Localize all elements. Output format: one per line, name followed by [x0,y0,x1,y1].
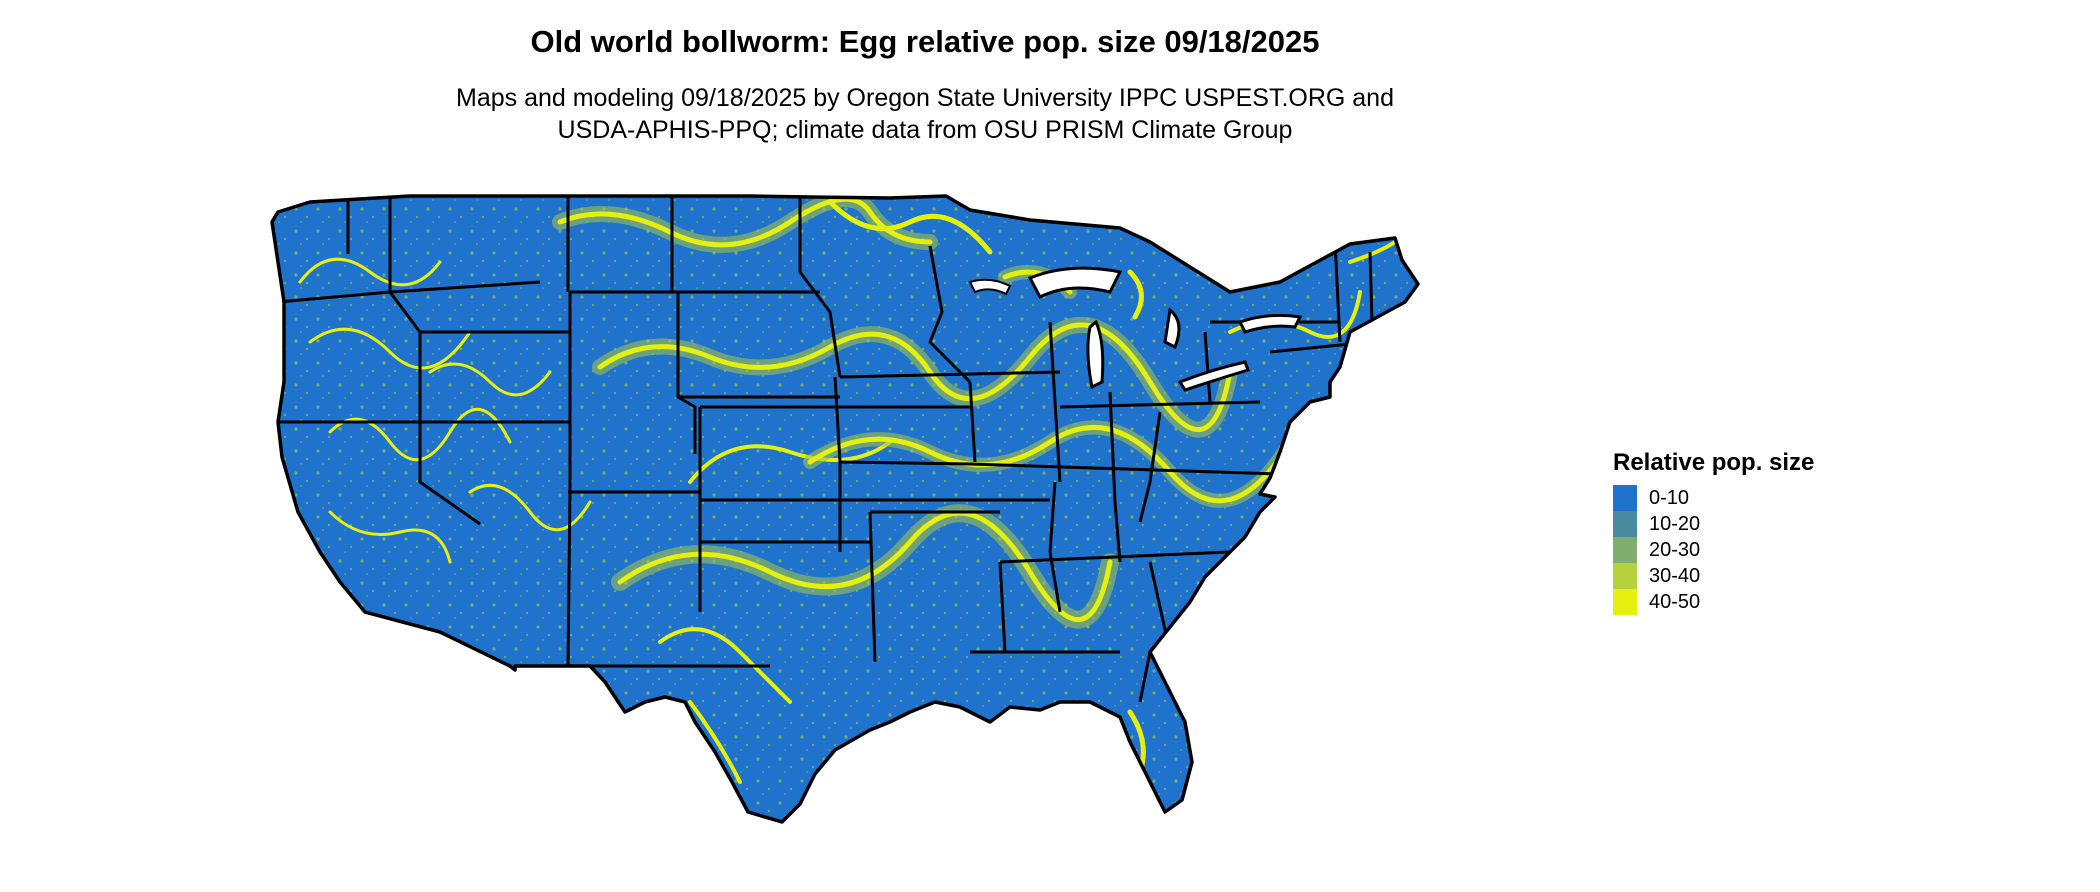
lake-ontario [1237,313,1303,334]
legend-swatch [1613,537,1637,563]
map-subtitle: Maps and modeling 09/18/2025 by Oregon S… [0,82,1850,146]
legend-item: 10-20 [1613,511,1814,537]
lake-erie [1177,360,1250,392]
subtitle-line-2: USDA-APHIS-PPQ; climate data from OSU PR… [557,116,1293,144]
lake-huron [1163,307,1181,350]
legend-title: Relative pop. size [1613,449,1815,476]
legend-label: 30-40 [1649,564,1701,587]
upper-lakes-gap [968,278,1012,296]
legend-item: 30-40 [1613,563,1814,589]
state-borders [277,196,1374,703]
legend-swatch [1613,485,1637,511]
legend-label: 0-10 [1649,486,1690,509]
legend-item: 0-10 [1613,485,1814,511]
legend-swatch [1613,589,1637,615]
us-map [270,182,1580,882]
lake-superior [1027,266,1123,299]
legend-items: 0-10 10-20 20-30 30-40 40-50 [1613,485,1814,615]
legend-label: 10-20 [1649,512,1701,535]
legend-label: 20-30 [1649,538,1701,561]
legend: Relative pop. size 0-10 10-20 20-30 30-40 40… [1613,449,1814,615]
legend-item: 40-50 [1613,589,1814,615]
lake-michigan [1086,319,1105,390]
legend-label: 40-50 [1649,590,1701,613]
legend-swatch [1613,511,1637,537]
legend-swatch [1613,563,1637,589]
map-title: Old world bollworm: Egg relative pop. si… [530,24,1320,59]
subtitle-line-1: Maps and modeling 09/18/2025 by Oregon S… [456,84,1394,112]
legend-item: 20-30 [1613,537,1814,563]
